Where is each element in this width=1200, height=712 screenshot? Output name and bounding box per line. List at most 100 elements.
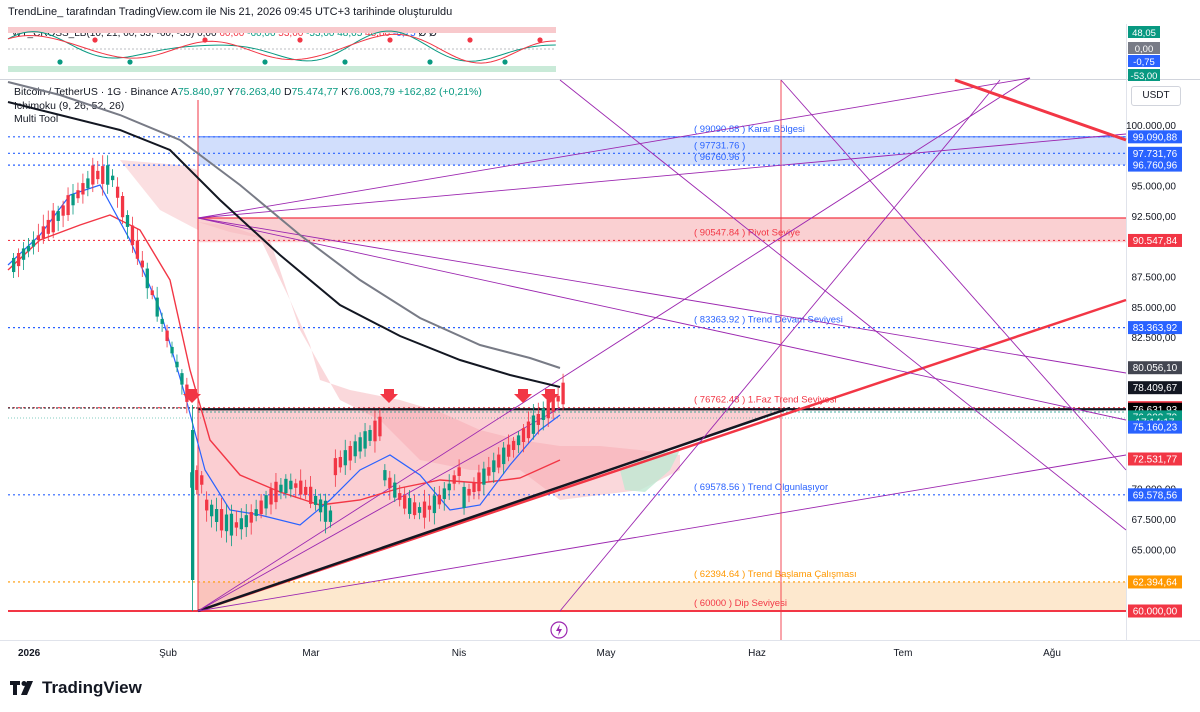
candle [388, 477, 392, 489]
ichimoku-tenkan [7, 184, 561, 526]
candle [120, 196, 125, 218]
oscillator-value: 0,00 [197, 28, 217, 39]
price-tick: 87.500,00 [1132, 272, 1177, 283]
candle [333, 458, 338, 476]
candle [492, 460, 496, 473]
candle [487, 467, 491, 476]
oscillator-pane [7, 27, 556, 72]
time-tick: 2026 [18, 648, 41, 659]
oscillator-params: (10, 21, 60, 53, -60, -53) [86, 28, 195, 39]
osc-cross-dot [57, 59, 63, 65]
trend-line [197, 407, 561, 612]
osc-cross-dot [502, 59, 508, 65]
candle [368, 429, 372, 441]
support-trend-black [197, 406, 791, 613]
price-tick: 95.000,00 [1132, 181, 1177, 192]
candle [363, 431, 367, 449]
multitool-legend[interactable]: Multi Tool [14, 113, 59, 125]
candle [313, 495, 318, 505]
osc-axis-label: 0,00 [1128, 42, 1160, 55]
candle [96, 170, 100, 180]
oscillator-value: 53,00 [275, 28, 304, 39]
osc-oversold-band [8, 66, 556, 72]
ichimoku-legend[interactable]: Ichimoku (9, 26, 52, 26) [14, 100, 125, 112]
trend-line [559, 79, 1127, 531]
price-axis-label: 72.531,77 [1128, 452, 1182, 466]
price-axis-label: 69.578,56 [1128, 488, 1182, 502]
osc-cross-dot [297, 37, 303, 43]
price-axis-label: 99.090,88 [1128, 130, 1182, 144]
oscillator-value: -53,00 [303, 28, 335, 39]
osc-cross-dot [387, 37, 393, 43]
candle [214, 509, 219, 522]
candle [284, 478, 288, 494]
svg-text:-0,75: -0,75 [1133, 57, 1155, 68]
svg-text:76.631,93: 76.631,93 [1133, 405, 1178, 416]
candle [343, 450, 347, 466]
price-axis-label: 96.760,96 [1128, 158, 1182, 172]
svg-text:96.760,96: 96.760,96 [1133, 161, 1178, 172]
dip-zone [198, 581, 1126, 611]
tradingview-wordmark: TradingView [42, 678, 142, 697]
candle [447, 483, 451, 491]
candle [259, 500, 263, 515]
candle [561, 382, 565, 405]
candle [432, 495, 437, 514]
candle [378, 416, 382, 437]
osc-cross-dot [342, 59, 348, 65]
level-label: ( 96760.96 ) [694, 152, 745, 163]
candle [140, 260, 144, 268]
candle [165, 330, 169, 342]
trend-line [197, 77, 1031, 219]
candle [551, 396, 555, 412]
oscillator-value: 48,05 [334, 28, 363, 39]
candle [437, 494, 441, 505]
price-axis-label: 83.363,92 [1128, 321, 1182, 335]
down-arrow-marker [380, 389, 398, 403]
osc-axis-label: -53,00 [1128, 69, 1160, 82]
candle [224, 514, 229, 532]
candle [328, 510, 333, 522]
down-arrow-marker [514, 389, 532, 403]
oscillator-name: WT_CROSS_LB [12, 28, 87, 39]
candle [200, 475, 204, 485]
price-axis-label: 97.731,76 [1128, 146, 1182, 160]
karar-zone [198, 136, 1126, 166]
candle [536, 413, 540, 425]
candle [457, 467, 461, 476]
level-label: ( 99090.88 ) Karar Bölgesi [694, 124, 805, 135]
osc-wt2-line [7, 33, 556, 64]
tradingview-logo[interactable]: TradingView [10, 678, 142, 698]
svg-text:69.578,56: 69.578,56 [1133, 490, 1178, 501]
symbol-title: Bitcoin / TetherUS · 1G · Binance [14, 86, 169, 98]
svg-text:99.090,88: 99.090,88 [1133, 132, 1178, 143]
osc-wt1-line [7, 30, 556, 62]
level-label: ( 69578.56 ) Trend Olgunlaşıyor [694, 482, 828, 493]
oscillator-value: Ø [426, 28, 437, 39]
oscillator-legend[interactable]: WT_CROSS_LB(10, 21, 60, 53, -60, -53) 0,… [12, 28, 437, 39]
trend-line [559, 79, 1001, 612]
candle [516, 435, 521, 446]
candle [180, 373, 184, 385]
price-axis-label: 60.000,00 [1128, 604, 1182, 618]
svg-text:-53,00: -53,00 [1131, 71, 1158, 82]
candle [502, 447, 506, 465]
svg-text:72.531,77: 72.531,77 [1133, 454, 1178, 465]
candle [531, 415, 536, 434]
candle [546, 399, 550, 419]
candle [106, 165, 110, 185]
oscillator-value: 60,00 [216, 28, 245, 39]
candle [41, 226, 45, 239]
symbol-legend[interactable]: Bitcoin / TetherUS · 1G · Binance A75.84… [14, 86, 482, 98]
currency-button[interactable]: USDT [1131, 86, 1181, 106]
trend-line-red-top [954, 78, 1127, 142]
candle [497, 454, 501, 468]
time-tick: Nis [452, 648, 466, 659]
candle [81, 183, 85, 195]
oscillator-value: Ø [415, 28, 427, 39]
trend-line [197, 133, 1127, 219]
oscillator-value: -60,00 [244, 28, 276, 39]
level-label: ( 97731.76 ) [694, 140, 745, 151]
time-tick: Mar [302, 648, 320, 659]
